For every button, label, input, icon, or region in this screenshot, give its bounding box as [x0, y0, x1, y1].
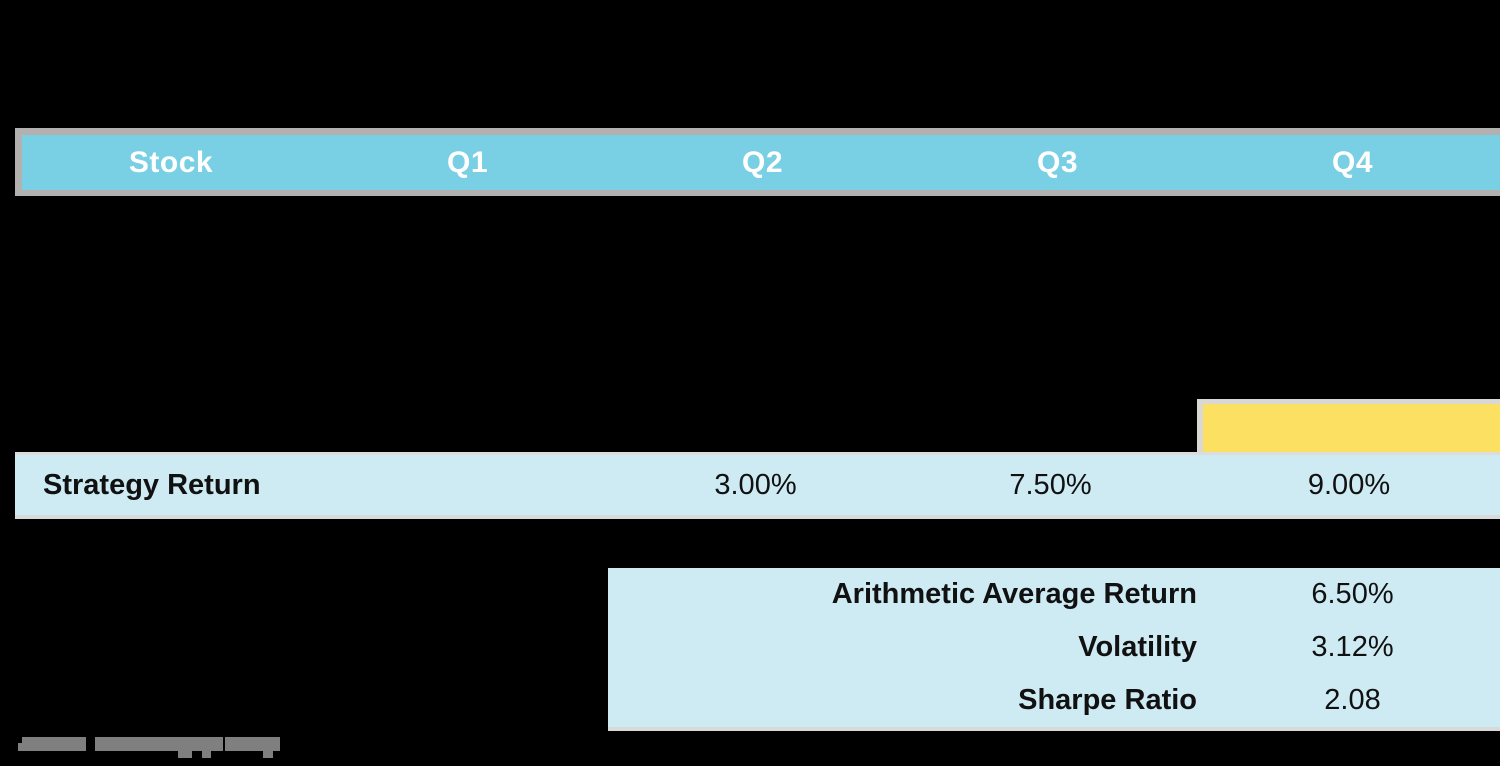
header-cell-q2: Q2 — [741, 145, 784, 179]
strategy-return-label: Strategy Return — [43, 468, 261, 501]
header-cell-q4: Q4 — [1331, 145, 1374, 179]
header-cell-q1: Q1 — [446, 145, 489, 179]
summary-label-average-return: Arithmetic Average Return — [831, 578, 1197, 610]
summary-value-sharpe-ratio: 2.08 — [1324, 684, 1381, 716]
summary-row-average-return: Arithmetic Average Return 6.50% — [608, 568, 1500, 621]
summary-label-volatility: Volatility — [1078, 631, 1197, 663]
header-cell-q3: Q3 — [1036, 145, 1079, 179]
summary-row-sharpe-ratio: Sharpe Ratio 2.08 — [608, 674, 1500, 727]
strategy-return-row: Strategy Return 3.00% 7.50% 9.00% — [15, 452, 1500, 519]
strategy-value-q4: 9.00% — [1307, 468, 1391, 501]
strategy-value-q2: 3.00% — [714, 468, 797, 501]
summary-label-sharpe-ratio: Sharpe Ratio — [1018, 684, 1197, 716]
watermark-text-illegible — [18, 737, 280, 758]
summary-row-volatility: Volatility 3.12% — [608, 621, 1500, 674]
strategy-value-q3: 7.50% — [1009, 468, 1092, 501]
header-cell-stock: Stock — [128, 145, 214, 179]
summary-panel: Arithmetic Average Return 6.50% Volatili… — [608, 568, 1500, 731]
highlighted-q4-cell — [1197, 399, 1500, 459]
summary-value-average-return: 6.50% — [1311, 578, 1394, 610]
table-header-row: Stock Q1 Q2 Q3 Q4 — [15, 128, 1500, 196]
summary-value-volatility: 3.12% — [1311, 631, 1394, 663]
